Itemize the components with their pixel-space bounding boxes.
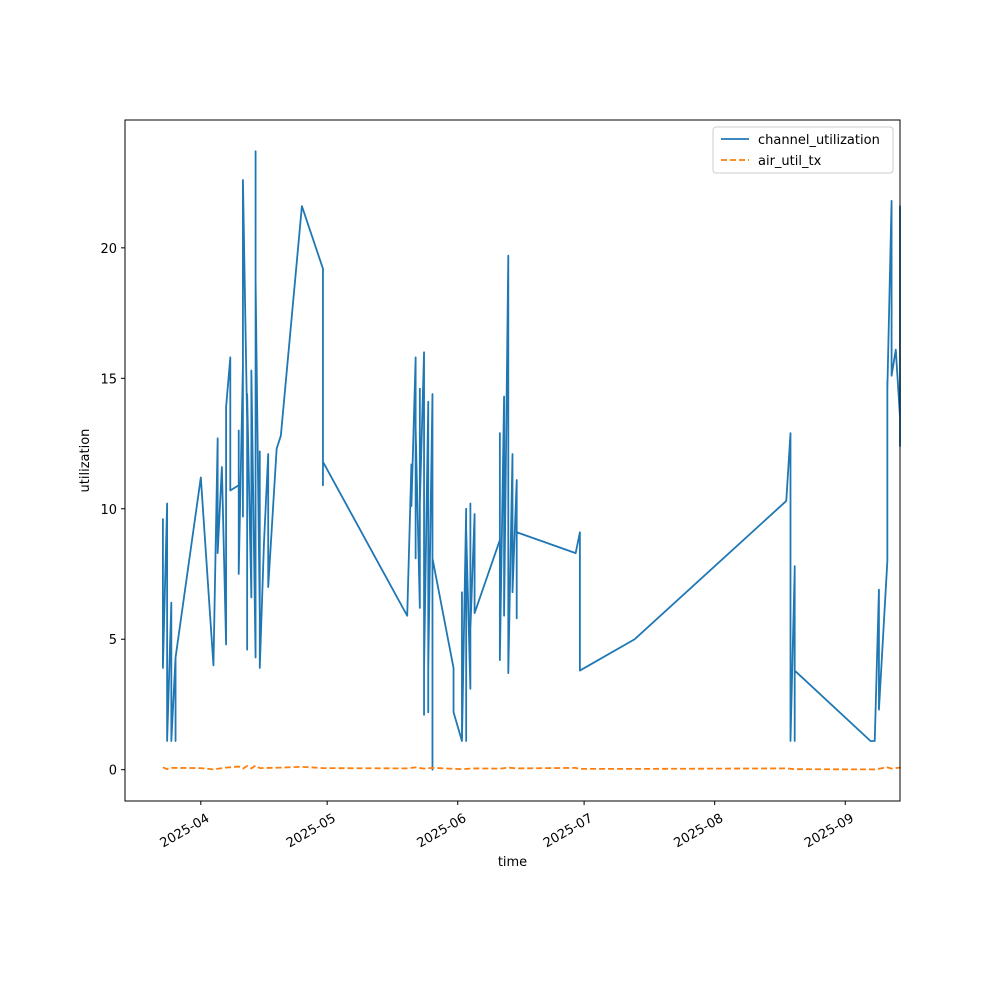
y-tick-label: 0 xyxy=(109,764,117,779)
y-tick-label: 20 xyxy=(100,242,117,257)
plot-frame xyxy=(124,119,901,802)
legend-label: air_util_tx xyxy=(758,154,822,169)
legend-label: channel_utilization xyxy=(758,133,880,148)
y-axis-label: utilization xyxy=(78,429,93,493)
y-tick-label: 10 xyxy=(100,503,117,518)
y-axis: 0 5 10 15 20 xyxy=(100,242,125,779)
series-line-channel-utilization xyxy=(162,150,901,771)
series-layer xyxy=(162,150,901,771)
legend-box xyxy=(712,126,894,174)
y-tick-label: 15 xyxy=(100,372,117,387)
y-tick-label: 5 xyxy=(109,633,117,648)
x-axis-label: time xyxy=(498,855,527,870)
series-line-air-util-tx xyxy=(162,764,901,771)
legend: channel_utilization air_util_tx xyxy=(712,126,894,174)
